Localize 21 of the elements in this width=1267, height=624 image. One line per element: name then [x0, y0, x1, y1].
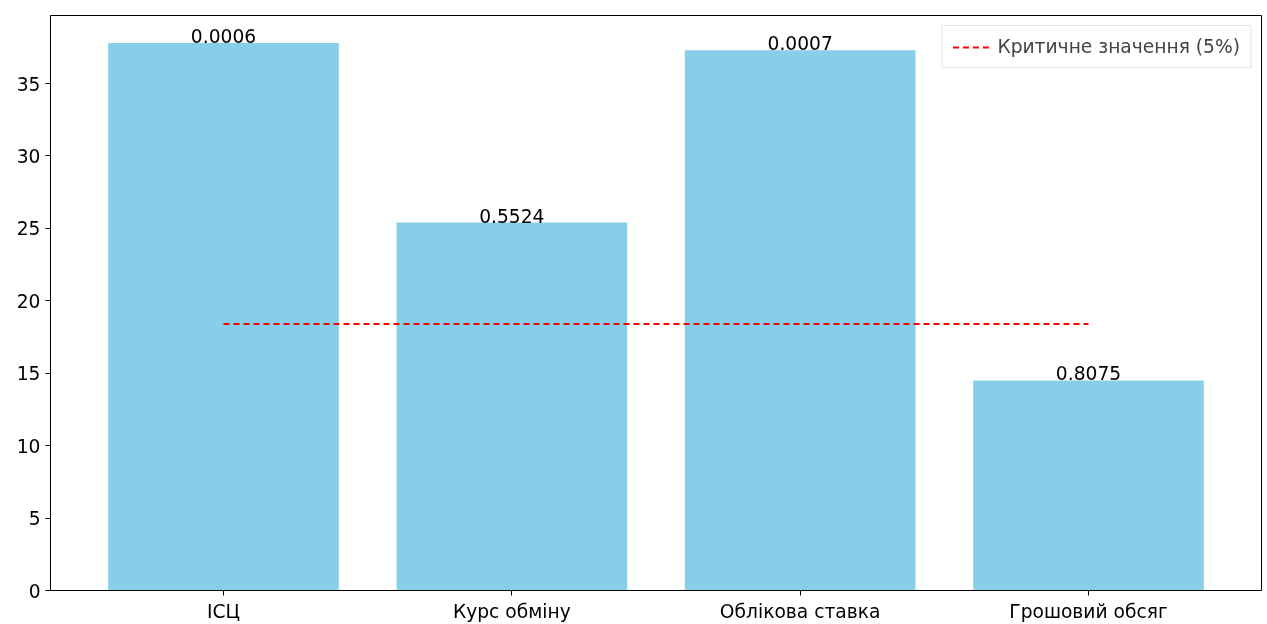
- annotation: 0.0006: [190, 26, 257, 48]
- x-tick-label: Курс обміну: [452, 600, 571, 622]
- y-tick-label: 20: [16, 290, 41, 312]
- x-tick-label: Облікова ставка: [719, 600, 881, 622]
- bar: [396, 222, 628, 591]
- annotation: 0.0007: [767, 33, 833, 55]
- y-tick-label: 15: [16, 363, 41, 385]
- y-tick-label: 5: [28, 508, 41, 530]
- legend-label: Критичне значення (5%): [997, 36, 1240, 57]
- y-tick-label: 25: [16, 218, 41, 240]
- y-tick-label: 30: [16, 145, 41, 167]
- bar: [973, 380, 1204, 591]
- y-tick-label: 0: [28, 580, 41, 602]
- x-tick-label: Грошовий обсяг: [1009, 600, 1168, 622]
- annotation: 0.5524: [479, 205, 545, 227]
- y-tick-label: 10: [16, 435, 41, 457]
- bar: [684, 50, 916, 591]
- bar: [108, 43, 339, 591]
- y-tick-label: 35: [16, 73, 41, 95]
- x-tick-label: ІСЦ: [206, 600, 241, 622]
- annotation: 0.8075: [1055, 363, 1122, 385]
